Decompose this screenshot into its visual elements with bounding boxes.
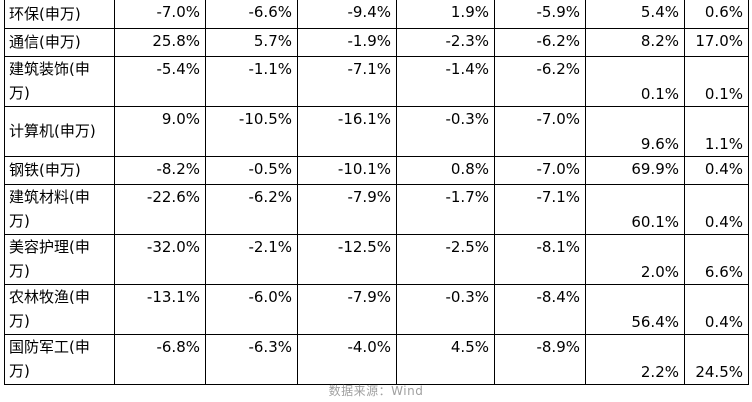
table-row: 美容护理(申万) -32.0% -2.1% -12.5% -2.5% -8.1% 2.0% 6… xyxy=(4,233,749,285)
value-cell-col6: 8.2% xyxy=(585,27,685,57)
industry-name-cell: 通信(申万) xyxy=(4,27,115,57)
value-cell-col4: -1.4% xyxy=(396,55,495,107)
value-cell-col7: 0.1% xyxy=(684,55,749,107)
value-cell-col6: 5.4% xyxy=(585,0,685,29)
table-row: 国防军工(申万) -6.8% -6.3% -4.0% 4.5% -8.9% 2.2% 24.5… xyxy=(4,333,749,385)
value-cell-col5: -6.2% xyxy=(494,27,586,57)
value-cell-col1: -32.0% xyxy=(114,233,206,285)
value-cell-col4: 1.9% xyxy=(396,0,495,29)
value-cell-col3: -7.9% xyxy=(297,283,397,335)
industry-performance-table: 环保(申万) -7.0% -6.6% -9.4% 1.9% -5.9% 5.4% 0.6% 通信… xyxy=(4,0,749,385)
industry-name-cell: 美容护理(申万) xyxy=(4,233,115,285)
value-cell-col4: 0.8% xyxy=(396,155,495,185)
value-cell-col5: -7.0% xyxy=(494,155,586,185)
value-cell-col7: 0.4% xyxy=(684,155,749,185)
value-cell-col6: 9.6% xyxy=(585,105,685,157)
value-cell-col6: 56.4% xyxy=(585,283,685,335)
value-cell-col2: -6.3% xyxy=(205,333,298,385)
value-cell-col1: -5.4% xyxy=(114,55,206,107)
value-cell-col3: -9.4% xyxy=(297,0,397,29)
table-row: 通信(申万) 25.8% 5.7% -1.9% -2.3% -6.2% 8.2% 17.0% xyxy=(4,27,749,57)
value-cell-col7: 24.5% xyxy=(684,333,749,385)
value-cell-col7: 0.6% xyxy=(684,0,749,29)
value-cell-col3: -10.1% xyxy=(297,155,397,185)
value-cell-col3: -1.9% xyxy=(297,27,397,57)
value-cell-col4: -1.7% xyxy=(396,183,495,235)
value-cell-col4: 4.5% xyxy=(396,333,495,385)
value-cell-col3: -7.9% xyxy=(297,183,397,235)
value-cell-col7: 1.1% xyxy=(684,105,749,157)
value-cell-col2: -6.0% xyxy=(205,283,298,335)
value-cell-col1: -13.1% xyxy=(114,283,206,335)
table-row: 环保(申万) -7.0% -6.6% -9.4% 1.9% -5.9% 5.4% 0.6% xyxy=(4,0,749,29)
value-cell-col4: -2.3% xyxy=(396,27,495,57)
value-cell-col5: -5.9% xyxy=(494,0,586,29)
value-cell-col7: 17.0% xyxy=(684,27,749,57)
value-cell-col2: -10.5% xyxy=(205,105,298,157)
table-row: 建筑材料(申万) -22.6% -6.2% -7.9% -1.7% -7.1% 60.1% 0… xyxy=(4,183,749,235)
value-cell-col1: -7.0% xyxy=(114,0,206,29)
value-cell-col6: 69.9% xyxy=(585,155,685,185)
value-cell-col5: -8.4% xyxy=(494,283,586,335)
value-cell-col7: 0.4% xyxy=(684,283,749,335)
value-cell-col2: -6.6% xyxy=(205,0,298,29)
industry-name-cell: 建筑材料(申万) xyxy=(4,183,115,235)
industry-name-cell: 农林牧渔(申万) xyxy=(4,283,115,335)
value-cell-col2: -2.1% xyxy=(205,233,298,285)
value-cell-col5: -8.9% xyxy=(494,333,586,385)
value-cell-col2: 5.7% xyxy=(205,27,298,57)
table-row: 建筑装饰(申万) -5.4% -1.1% -7.1% -1.4% -6.2% 0.1% 0.1… xyxy=(4,55,749,107)
value-cell-col2: -0.5% xyxy=(205,155,298,185)
value-cell-col6: 60.1% xyxy=(585,183,685,235)
industry-name-cell: 环保(申万) xyxy=(4,0,115,29)
table-body: 环保(申万) -7.0% -6.6% -9.4% 1.9% -5.9% 5.4% 0.6% 通信… xyxy=(4,0,749,385)
value-cell-col4: -0.3% xyxy=(396,105,495,157)
table-row: 计算机(申万) 9.0% -10.5% -16.1% -0.3% -7.0% 9.6% 1.1… xyxy=(4,105,749,157)
table-row: 农林牧渔(申万) -13.1% -6.0% -7.9% -0.3% -8.4% 56.4% 0… xyxy=(4,283,749,335)
value-cell-col3: -4.0% xyxy=(297,333,397,385)
value-cell-col6: 2.2% xyxy=(585,333,685,385)
industry-name-cell: 建筑装饰(申万) xyxy=(4,55,115,107)
industry-name-cell: 国防军工(申万) xyxy=(4,333,115,385)
value-cell-col1: 25.8% xyxy=(114,27,206,57)
value-cell-col1: 9.0% xyxy=(114,105,206,157)
value-cell-col2: -1.1% xyxy=(205,55,298,107)
value-cell-col7: 0.4% xyxy=(684,183,749,235)
value-cell-col5: -7.1% xyxy=(494,183,586,235)
table-row: 钢铁(申万) -8.2% -0.5% -10.1% 0.8% -7.0% 69.9% 0.4% xyxy=(4,155,749,185)
value-cell-col4: -0.3% xyxy=(396,283,495,335)
value-cell-col2: -6.2% xyxy=(205,183,298,235)
value-cell-col1: -8.2% xyxy=(114,155,206,185)
value-cell-col6: 2.0% xyxy=(585,233,685,285)
value-cell-col3: -16.1% xyxy=(297,105,397,157)
value-cell-col5: -8.1% xyxy=(494,233,586,285)
industry-name-cell: 钢铁(申万) xyxy=(4,155,115,185)
value-cell-col3: -7.1% xyxy=(297,55,397,107)
value-cell-col3: -12.5% xyxy=(297,233,397,285)
value-cell-col5: -6.2% xyxy=(494,55,586,107)
value-cell-col1: -6.8% xyxy=(114,333,206,385)
value-cell-col7: 6.6% xyxy=(684,233,749,285)
value-cell-col5: -7.0% xyxy=(494,105,586,157)
value-cell-col4: -2.5% xyxy=(396,233,495,285)
value-cell-col1: -22.6% xyxy=(114,183,206,235)
source-note: 数据来源：Wind xyxy=(328,384,424,398)
value-cell-col6: 0.1% xyxy=(585,55,685,107)
industry-name-cell: 计算机(申万) xyxy=(4,105,115,157)
